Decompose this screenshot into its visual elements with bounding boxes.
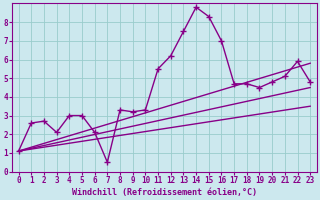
X-axis label: Windchill (Refroidissement éolien,°C): Windchill (Refroidissement éolien,°C) [72, 188, 257, 197]
